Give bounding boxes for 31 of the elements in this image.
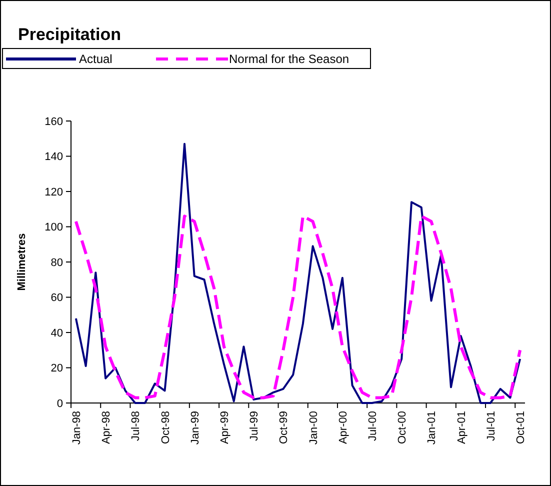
legend-label: Actual: [79, 52, 112, 66]
y-tick-label: 80: [50, 256, 63, 269]
x-tick-label: Oct-98: [160, 411, 172, 444]
line-series: [74, 214, 522, 400]
x-tick-label: Apr-98: [100, 411, 113, 444]
x-tick-label: Jan-98: [70, 411, 83, 445]
legend-label: Normal for the Season: [229, 52, 350, 66]
x-tick-label: Jul-01: [485, 411, 498, 441]
y-tick-label: 0: [56, 398, 63, 410]
x-tick-label: Jul-99: [248, 411, 261, 441]
y-tick-label: 140: [44, 151, 63, 164]
y-tick-label: 120: [44, 186, 63, 198]
x-tick-label: Apr-00: [337, 411, 350, 444]
line-series: [74, 142, 522, 404]
x-tick-label: Apr-99: [218, 411, 231, 444]
x-tick-label: Oct-99: [278, 411, 290, 444]
y-tick-label: 40: [50, 327, 63, 340]
y-tick-label: 60: [50, 292, 63, 304]
y-tick-label: 160: [44, 116, 63, 128]
x-tick-label: Jan-00: [308, 411, 320, 445]
chart-title: Precipitation: [18, 25, 121, 44]
x-tick-label: Apr-01: [456, 411, 468, 444]
y-tick-label: 100: [44, 222, 63, 234]
x-tick-label: Oct-00: [396, 411, 409, 444]
x-tick-label: Jan-99: [189, 411, 202, 445]
x-tick-label: Jul-98: [130, 411, 142, 441]
y-tick-label: 20: [50, 362, 63, 375]
y-axis-title: Millimetres: [16, 233, 28, 291]
x-tick-label: Oct-01: [515, 411, 528, 444]
x-tick-label: Jul-00: [367, 411, 380, 441]
x-tick-label: Jan-01: [426, 411, 438, 445]
